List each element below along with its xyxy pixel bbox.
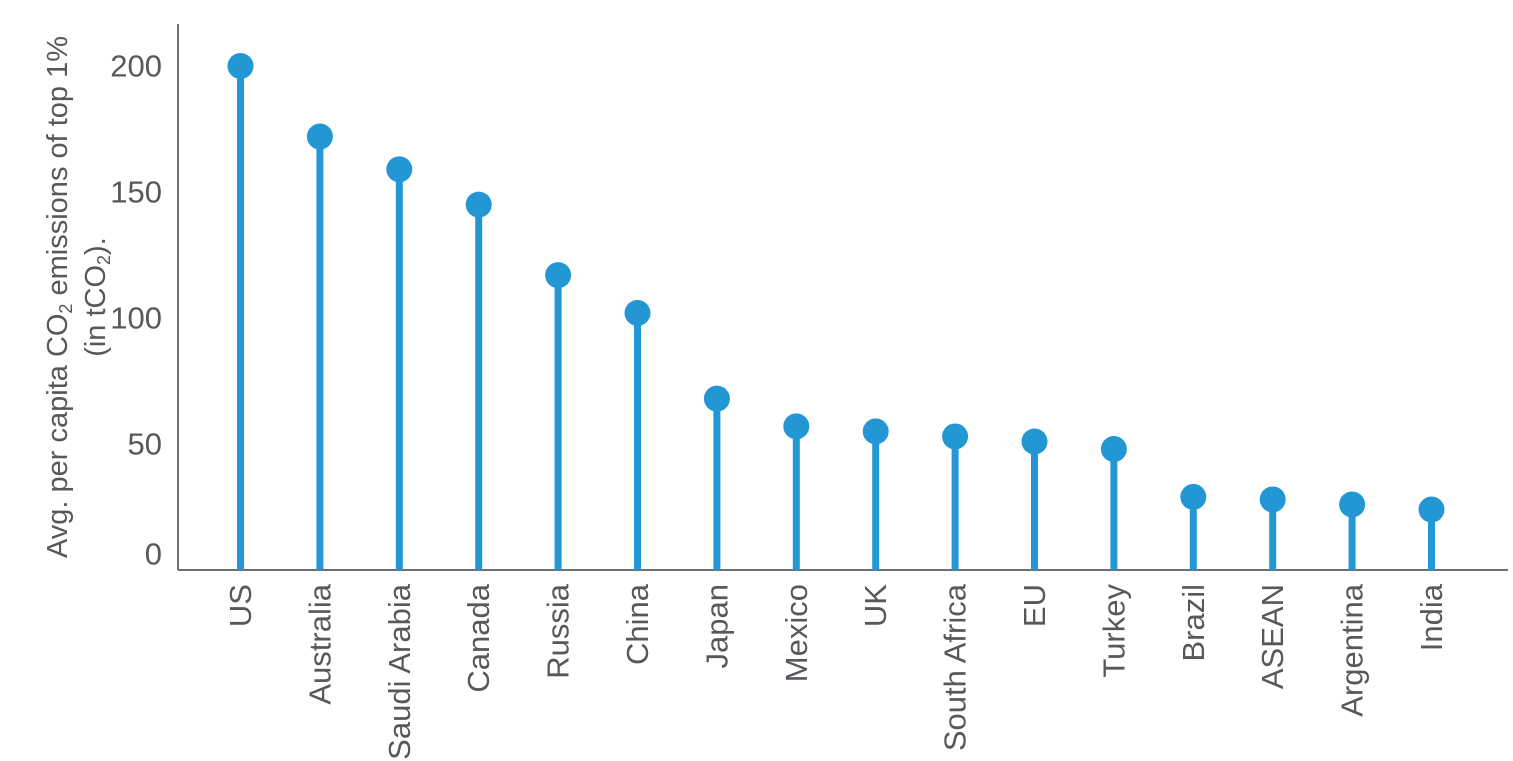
y-axis-tick-label: 100 — [110, 301, 162, 336]
data-point — [1021, 428, 1048, 455]
data-point — [386, 156, 413, 183]
x-axis-label: Japan — [699, 584, 734, 668]
x-axis-label: Argentina — [1335, 583, 1370, 716]
data-point — [624, 299, 651, 326]
data-point — [862, 418, 889, 445]
data-point — [545, 262, 572, 289]
data-point — [306, 123, 333, 150]
x-axis-label: Saudi Arabia — [382, 583, 417, 760]
x-axis-label: India — [1414, 583, 1449, 651]
x-axis-label: ASEAN — [1255, 584, 1290, 689]
title-text: ). — [80, 237, 112, 255]
y-axis-title-line-1: Avg. per capita CO2 emissions of top 1% — [42, 36, 76, 558]
y-axis-tick-label: 50 — [128, 427, 162, 462]
title-text: emissions of top 1% — [42, 36, 74, 304]
x-axis-label: Turkey — [1096, 584, 1131, 678]
x-axis-label: China — [620, 583, 655, 665]
y-axis-tick-label: 200 — [110, 49, 162, 84]
x-axis-label: Mexico — [779, 584, 814, 682]
data-point — [703, 385, 730, 412]
subscript: 2 — [94, 255, 114, 265]
y-axis-tick-label: 0 — [145, 537, 162, 572]
data-point — [1339, 491, 1366, 518]
data-point — [1180, 483, 1207, 510]
data-point — [1100, 436, 1127, 463]
subscript: 2 — [56, 304, 76, 314]
y-axis-tick-label: 150 — [110, 175, 162, 210]
data-point — [783, 413, 810, 440]
data-point — [1259, 486, 1286, 513]
data-point — [1418, 496, 1445, 523]
data-point — [942, 423, 969, 450]
x-axis-label: UK — [858, 584, 893, 627]
x-axis-label: EU — [1017, 584, 1052, 627]
x-axis-label: Australia — [302, 583, 337, 704]
data-point — [227, 53, 254, 79]
title-text: (in tCO — [80, 265, 112, 357]
x-axis-label: Brazil — [1176, 584, 1211, 662]
x-axis-label: Russia — [541, 583, 576, 679]
x-axis-label: South Africa — [938, 583, 973, 751]
title-text: Avg. per capita CO — [42, 314, 74, 558]
data-point — [465, 191, 492, 218]
x-axis-label: Canada — [461, 583, 496, 692]
x-axis-label: US — [223, 584, 258, 627]
y-axis-title-line-2: (in tCO2). — [80, 237, 114, 357]
